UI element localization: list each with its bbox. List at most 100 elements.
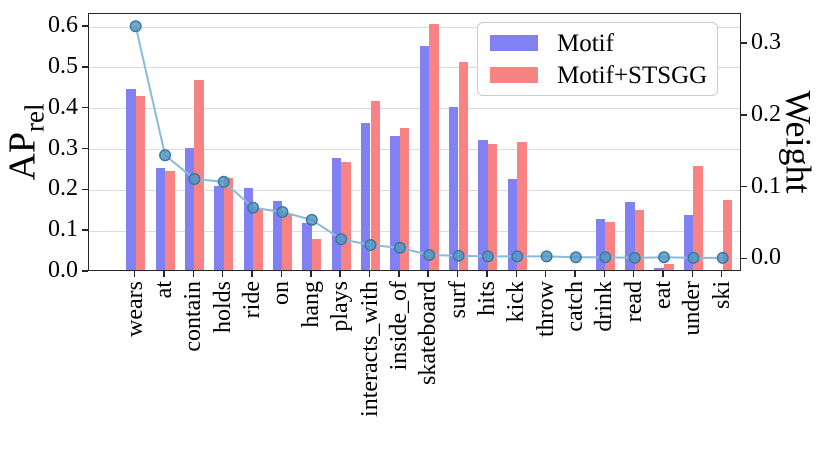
- right-axis-title-text: Weight: [778, 90, 819, 194]
- x-axis-tick: [544, 271, 547, 277]
- left-axis-tick: [82, 25, 88, 27]
- x-tick-label-plays: plays: [327, 281, 354, 332]
- motif-color-swatch: [490, 35, 538, 51]
- weight-marker-contain: [188, 172, 201, 185]
- weight-marker-at: [159, 149, 172, 162]
- gridline: [89, 230, 740, 232]
- weight-marker-interacts_with: [364, 238, 377, 251]
- bar-motif-stsgg-skateboard: [429, 23, 439, 270]
- x-tick-label-under: under: [679, 281, 706, 336]
- left-axis-tick: [82, 106, 88, 109]
- bar-motif-stsgg-read: [634, 210, 645, 270]
- bar-motif-kick: [507, 179, 518, 270]
- x-tick-label-ski: ski: [708, 281, 735, 310]
- x-axis-tick: [163, 271, 165, 277]
- bar-motif-on: [272, 201, 283, 270]
- x-tick-label-inside_of: inside_of: [385, 281, 412, 371]
- weight-marker-holds: [217, 175, 230, 188]
- bar-motif-stsgg-under: [693, 166, 703, 270]
- weight-marker-ski: [716, 251, 729, 264]
- bar-motif-stsgg-surf: [458, 61, 469, 270]
- weight-line-layer: [129, 20, 729, 264]
- x-tick-label-catch: catch: [562, 281, 588, 332]
- bar-motif-stsgg-ski: [722, 199, 733, 270]
- x-tick-label-at: at: [151, 281, 178, 299]
- x-axis-tick: [486, 271, 488, 277]
- bar-motif-wears: [126, 88, 136, 270]
- left-axis-tick: [82, 188, 88, 191]
- bar-motif-stsgg-on: [282, 214, 292, 270]
- gridline: [89, 26, 740, 28]
- bar-motif-surf: [448, 106, 459, 270]
- weight-marker-kick: [511, 250, 524, 263]
- right-axis-tick: [741, 257, 747, 260]
- x-tick-label-ride: ride: [239, 281, 266, 319]
- x-axis-tick: [251, 271, 253, 277]
- right-axis-tick-label: 0.0: [751, 244, 781, 271]
- bar-motif-drink: [595, 218, 606, 270]
- x-tick-label-hits: hits: [473, 281, 500, 316]
- bar-motif-hang: [302, 222, 312, 270]
- x-axis-tick: [192, 271, 195, 277]
- x-tick-label-eat: eat: [650, 281, 676, 309]
- x-tick-label-hang: hang: [297, 281, 324, 328]
- weight-marker-ride: [247, 201, 260, 214]
- right-axis-tick-label: 0.2: [751, 100, 781, 127]
- left-axis-tick-label: 0.3: [48, 134, 78, 161]
- bar-motif-stsgg-holds: [223, 178, 234, 270]
- left-axis-tick: [82, 229, 88, 231]
- left-axis-title-sub: rel: [20, 103, 50, 132]
- x-tick-label-drink: drink: [591, 281, 618, 332]
- x-tick-label-kick: kick: [503, 281, 530, 323]
- left-axis-title: APrel: [0, 13, 50, 271]
- x-tick-label-surf: surf: [444, 281, 471, 319]
- motif-stsgg-color-swatch: [490, 67, 538, 83]
- x-tick-label-wears: wears: [121, 281, 148, 337]
- x-axis-tick: [339, 271, 341, 277]
- left-axis-tick-label: 0.5: [48, 52, 78, 79]
- bar-motif-plays: [331, 158, 342, 270]
- weight-marker-inside_of: [393, 241, 406, 254]
- bar-motif-contain: [184, 147, 195, 270]
- right-axis-title: Weight: [774, 13, 823, 271]
- legend-label-motif-stsgg: Motif+STSGG: [557, 61, 708, 89]
- x-axis-tick: [632, 271, 635, 277]
- weight-marker-skateboard: [423, 248, 436, 261]
- x-axis-tick: [662, 271, 664, 277]
- bar-motif-stsgg-at: [165, 171, 175, 270]
- bar-motif-eat: [654, 268, 664, 270]
- bar-motif-stsgg-hits: [487, 143, 498, 270]
- legend-label-motif: Motif: [557, 29, 614, 57]
- weight-marker-under: [687, 251, 700, 264]
- left-axis-tick: [82, 147, 88, 150]
- left-axis-tick-label: 0.1: [48, 216, 78, 243]
- gridline: [89, 189, 740, 191]
- legend: Motif Motif+STSGG: [477, 22, 718, 96]
- weight-marker-wears: [129, 20, 142, 33]
- bar-motif-stsgg-contain: [194, 79, 204, 270]
- x-axis-tick: [368, 271, 371, 277]
- x-axis-tick: [456, 271, 459, 277]
- bar-motif-holds: [214, 185, 224, 270]
- x-axis-tick: [691, 271, 694, 277]
- x-axis-tick: [221, 271, 224, 277]
- left-axis-tick-label: 0.6: [48, 12, 78, 39]
- x-axis-tick: [515, 271, 518, 277]
- left-axis-tick-label: 0.2: [48, 175, 78, 202]
- x-tick-label-skateboard: skateboard: [415, 281, 442, 385]
- x-axis-tick: [310, 271, 312, 277]
- right-axis-tick: [741, 114, 747, 116]
- x-axis-tick: [574, 271, 576, 277]
- right-axis-tick: [741, 42, 747, 44]
- weight-marker-hits: [481, 250, 494, 263]
- x-axis-tick: [133, 271, 136, 277]
- bar-motif-stsgg-inside_of: [399, 127, 410, 270]
- weight-marker-catch: [569, 251, 582, 264]
- left-axis-title-main: AP: [2, 131, 44, 181]
- left-axis-tick: [82, 66, 88, 68]
- x-tick-label-interacts_with: interacts_with: [356, 281, 383, 417]
- gridline: [89, 108, 740, 110]
- bar-motif-stsgg-drink: [605, 221, 615, 270]
- x-axis-tick: [603, 271, 606, 277]
